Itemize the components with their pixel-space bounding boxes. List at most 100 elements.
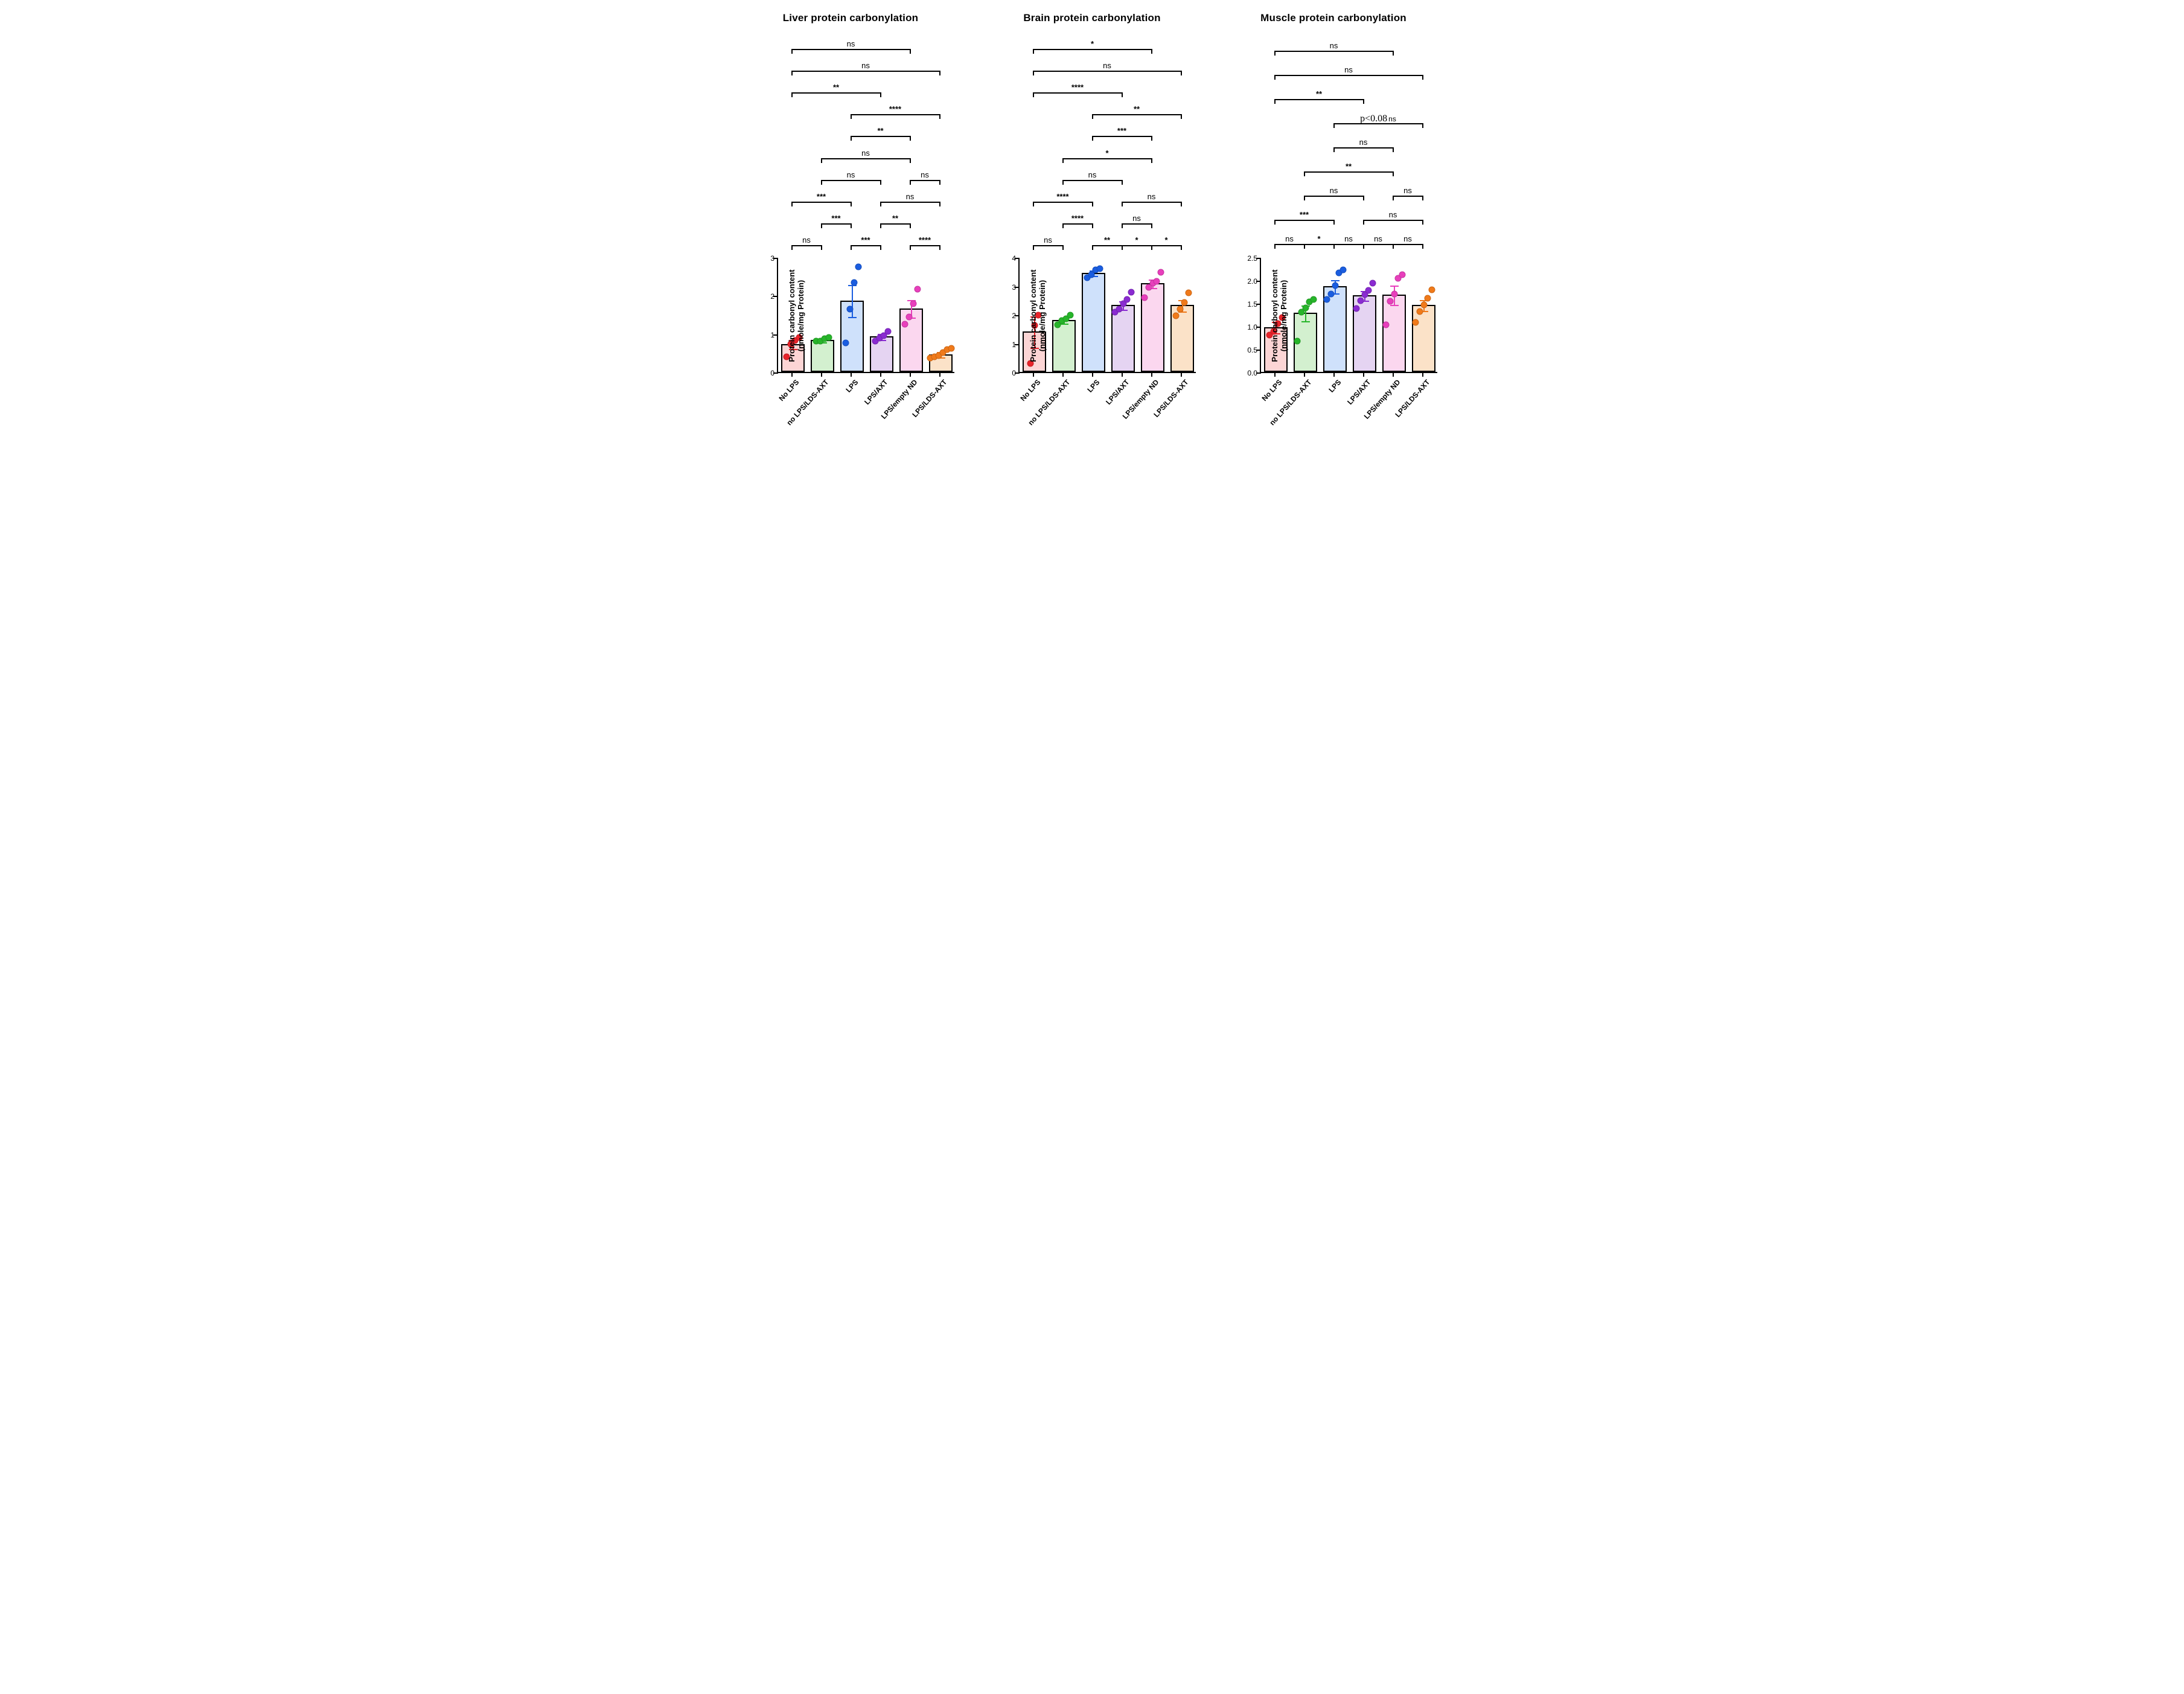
y-tick-label: 2.5	[1244, 254, 1257, 263]
x-tick-label: LPS/AXT	[863, 378, 889, 406]
bar	[1082, 273, 1105, 372]
x-tick-label: LPS	[844, 378, 860, 394]
data-point	[906, 313, 913, 320]
significance-label: **	[1316, 89, 1322, 98]
significance-label: ns	[1330, 186, 1338, 195]
data-point	[1294, 338, 1300, 345]
significance-label: ns	[1044, 235, 1052, 245]
significance-label: ns	[906, 192, 915, 201]
significance-label: ns	[847, 39, 855, 48]
significance-label: ns	[1330, 41, 1338, 50]
x-tick-label: No LPS	[1260, 378, 1283, 403]
x-axis-labels: No LPSno LPS/LDS-AXTLPSLPS/AXTLPS/empty …	[1018, 373, 1196, 439]
data-point	[1327, 290, 1334, 297]
significance-label: p<0.08ns	[1360, 113, 1396, 124]
chart-area: 0.00.51.01.52.02.5Protein carbonyl conte…	[1260, 258, 1437, 373]
data-point	[855, 264, 861, 270]
y-tick-label: 2	[1003, 312, 1016, 320]
significance-label: ***	[1117, 126, 1126, 135]
y-tick-label: 0.5	[1244, 346, 1257, 354]
x-tick-label: LPS/AXT	[1104, 378, 1131, 406]
x-tick-label: LPS	[1085, 378, 1101, 394]
chart-area: 01234Protein carbonyl content(nmole/mg P…	[1018, 258, 1196, 373]
data-point	[1067, 312, 1073, 318]
data-point	[910, 301, 916, 307]
data-point	[1420, 302, 1427, 308]
data-point	[1340, 266, 1347, 273]
significance-label: ns	[1389, 210, 1397, 219]
bar	[1412, 305, 1435, 372]
data-point	[851, 280, 857, 286]
panel-title: Brain protein carbonylation	[983, 12, 1201, 24]
y-tick-label: 4	[1003, 254, 1016, 263]
data-point	[1154, 278, 1160, 285]
significance-label: **	[1346, 162, 1352, 171]
chart-panel: Muscle protein carbonylationns*nsnsns***…	[1225, 12, 1442, 439]
significance-label: ***	[817, 192, 826, 201]
data-point	[902, 321, 908, 328]
data-point	[1096, 266, 1103, 272]
y-axis-label: Protein carbonyl content(nmole/mg Protei…	[787, 255, 805, 376]
data-point	[1382, 321, 1389, 328]
significance-label: ns	[1285, 234, 1294, 243]
data-point	[914, 286, 921, 292]
significance-brackets: ns***************nsnsnsns********nsns	[777, 29, 954, 258]
data-point	[1185, 290, 1192, 296]
significance-label: ns	[1359, 138, 1368, 147]
significance-label: ns	[1148, 192, 1156, 201]
significance-label: ns	[1403, 186, 1412, 195]
significance-label: ****	[919, 235, 931, 245]
significance-label: **	[1134, 104, 1140, 113]
y-tick-label: 2.0	[1244, 277, 1257, 286]
significance-label: ns	[1088, 170, 1097, 179]
significance-label: ns	[1344, 234, 1353, 243]
data-point	[1173, 312, 1180, 319]
data-point	[884, 328, 891, 334]
data-point	[1387, 298, 1393, 304]
x-tick-label: No LPS	[1018, 378, 1042, 403]
significance-label: ns	[847, 170, 855, 179]
significance-label: ****	[889, 104, 901, 113]
data-point	[1311, 296, 1317, 302]
chart-area: 0123Protein carbonyl content(nmole/mg Pr…	[777, 258, 954, 373]
data-point	[1365, 287, 1372, 293]
data-point	[1181, 299, 1187, 306]
significance-label: ***	[831, 214, 840, 223]
y-tick-label: 0	[761, 369, 774, 377]
bar	[811, 340, 834, 372]
data-point	[1399, 271, 1406, 278]
y-tick-label: 3	[1003, 283, 1016, 292]
data-point	[1412, 319, 1419, 325]
x-tick-label: LPS	[1327, 378, 1343, 394]
data-point	[1323, 296, 1330, 302]
y-axis-label: Protein carbonyl content(nmole/mg Protei…	[1029, 255, 1047, 376]
y-tick-label: 1	[761, 331, 774, 339]
y-tick-label: 2	[761, 292, 774, 301]
x-tick-label: No LPS	[777, 378, 800, 403]
data-point	[1158, 269, 1164, 275]
data-point	[1370, 280, 1376, 287]
significance-label: ns	[802, 235, 811, 245]
figure-container: Liver protein carbonylationns***********…	[730, 12, 1454, 439]
data-point	[1353, 305, 1359, 312]
significance-label: **	[877, 126, 883, 135]
x-tick-label: LPS/AXT	[1346, 378, 1372, 406]
significance-label: ns	[1132, 214, 1141, 223]
significance-label: *	[1105, 149, 1108, 158]
significance-brackets: ns*nsnsns***nsnsns**nsp<0.08ns**nsns	[1260, 29, 1437, 258]
significance-label: ns	[1344, 65, 1353, 74]
data-point	[847, 305, 854, 312]
significance-label: ns	[921, 170, 929, 179]
chart-panel: Brain protein carbonylationns********ns*…	[983, 12, 1201, 439]
x-axis-labels: No LPSno LPS/LDS-AXTLPSLPS/AXTLPS/empty …	[1260, 373, 1437, 439]
y-tick-label: 1.0	[1244, 323, 1257, 331]
data-point	[1141, 294, 1148, 301]
y-tick-label: 0.0	[1244, 369, 1257, 377]
significance-label: **	[1104, 235, 1110, 245]
data-point	[1177, 306, 1184, 313]
y-tick-label: 0	[1003, 369, 1016, 377]
significance-label: ns	[861, 149, 870, 158]
significance-label: ***	[1300, 210, 1309, 219]
data-point	[1116, 306, 1122, 313]
significance-label: ****	[1071, 214, 1084, 223]
